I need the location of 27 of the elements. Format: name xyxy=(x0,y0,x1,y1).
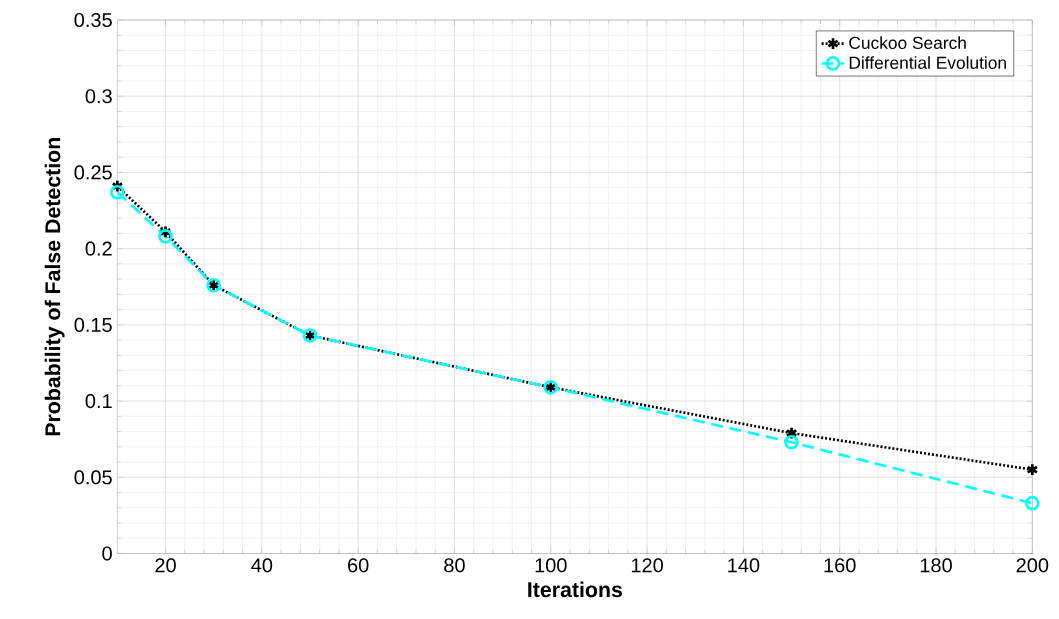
point xyxy=(158,229,173,244)
y-tick-label: 0.05 xyxy=(74,470,112,485)
y-tick-label: 0.2 xyxy=(85,241,112,256)
y-tick-label: 0.15 xyxy=(74,317,112,332)
legend-label: Cuckoo Search xyxy=(849,36,966,50)
y-tick-label: 0.1 xyxy=(85,394,112,409)
y-axis-title: Probability of False Detection xyxy=(44,138,65,436)
y-tick-label: 0 xyxy=(102,546,112,561)
x-tick-label: 80 xyxy=(444,558,465,573)
x-tick-label: 160 xyxy=(824,558,856,573)
x-tick-label: 20 xyxy=(155,558,176,573)
x-axis-title: Iterations xyxy=(528,581,622,598)
x-tick-label: 180 xyxy=(920,558,952,573)
point xyxy=(110,184,125,200)
x-tick-label: 100 xyxy=(535,558,567,573)
x-tick-label: 60 xyxy=(348,558,369,573)
y-tick-label: 0.25 xyxy=(74,165,112,180)
x-tick-label: 40 xyxy=(251,558,273,573)
x-tick-label: 140 xyxy=(728,558,760,573)
x-tick-label: 120 xyxy=(631,558,663,573)
y-tick-label: 0.3 xyxy=(85,89,112,104)
y-tick-label: 0.35 xyxy=(74,12,112,28)
x-tick-label: 200 xyxy=(1016,558,1049,573)
point xyxy=(784,434,799,450)
point xyxy=(1024,495,1040,511)
legend-label: Differential Evolution xyxy=(849,56,1006,69)
point xyxy=(1026,463,1039,477)
